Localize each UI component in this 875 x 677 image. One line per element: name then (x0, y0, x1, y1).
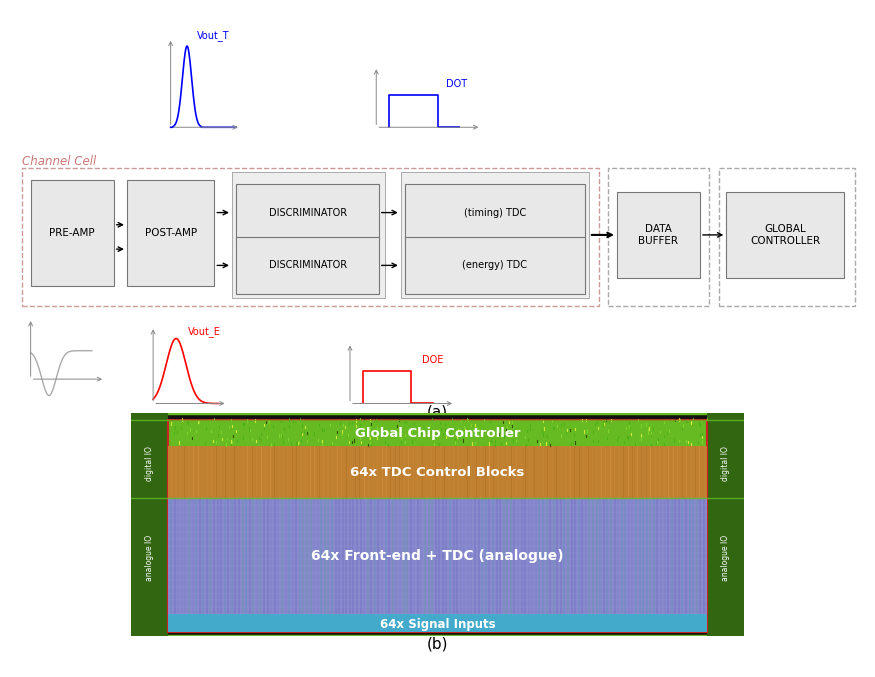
Bar (405, 184, 584, 241)
Bar (168, 420, 707, 632)
Bar (131, 498, 168, 636)
Bar (31, 180, 114, 286)
Bar (168, 420, 707, 447)
Bar (707, 413, 744, 498)
Text: DISCRIMINATOR: DISCRIMINATOR (269, 261, 346, 270)
Text: 64x TDC Control Blocks: 64x TDC Control Blocks (350, 466, 525, 479)
Text: GLOBAL
CONTROLLER: GLOBAL CONTROLLER (750, 224, 821, 246)
Text: DOE: DOE (422, 355, 443, 365)
Text: Vout_E: Vout_E (188, 326, 221, 337)
Bar (726, 192, 844, 278)
Text: (timing) TDC: (timing) TDC (464, 208, 526, 217)
Bar (719, 168, 855, 306)
Text: POST-AMP: POST-AMP (144, 228, 197, 238)
Text: DOT: DOT (446, 79, 467, 89)
Text: (b): (b) (427, 636, 448, 651)
Text: DATA
BUFFER: DATA BUFFER (639, 224, 678, 246)
Text: PRE-AMP: PRE-AMP (49, 228, 95, 238)
Bar (168, 614, 707, 632)
Text: analogue IO: analogue IO (721, 535, 730, 582)
Bar (707, 498, 744, 636)
Bar (617, 192, 700, 278)
Bar (236, 184, 379, 241)
Text: Global Chip Controller: Global Chip Controller (354, 427, 521, 439)
Text: digital IO: digital IO (145, 445, 154, 481)
Text: analogue IO: analogue IO (145, 535, 154, 582)
Bar (232, 172, 385, 298)
Bar (127, 180, 214, 286)
Bar (405, 237, 584, 294)
Text: digital IO: digital IO (721, 445, 730, 481)
Text: 64x Signal Inputs: 64x Signal Inputs (380, 617, 495, 630)
Text: (energy) TDC: (energy) TDC (462, 261, 528, 270)
Text: 64x Front-end + TDC (analogue): 64x Front-end + TDC (analogue) (312, 549, 564, 563)
Text: Vout_T: Vout_T (197, 30, 229, 41)
Text: (a): (a) (427, 405, 448, 420)
Bar (401, 172, 589, 298)
Bar (168, 498, 707, 614)
Bar (168, 447, 707, 498)
Text: Channel Cell: Channel Cell (22, 155, 96, 168)
Text: DISCRIMINATOR: DISCRIMINATOR (269, 208, 346, 217)
Bar (131, 413, 168, 498)
Bar (22, 168, 599, 306)
Bar (608, 168, 709, 306)
Bar (236, 237, 379, 294)
